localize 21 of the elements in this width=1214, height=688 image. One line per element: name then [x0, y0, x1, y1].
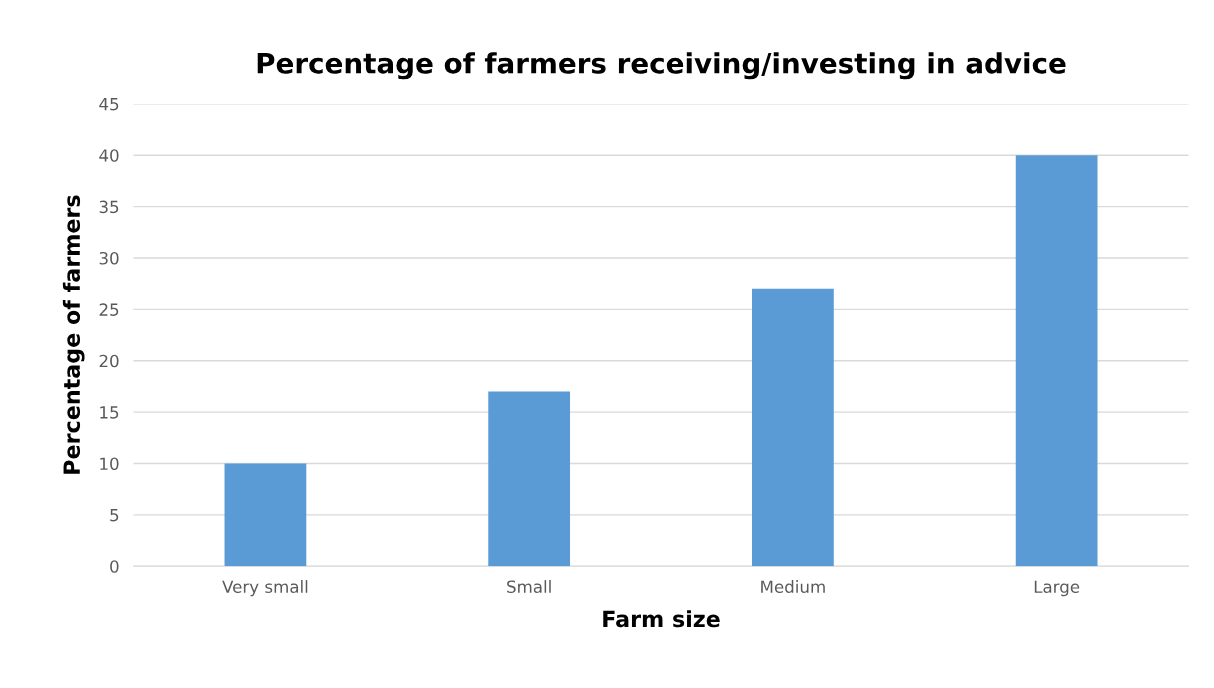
chart-title: Percentage of farmers receiving/investing in advice: [257, 52, 1066, 80]
y-tick-label: 10: [100, 457, 119, 471]
bar: [1015, 155, 1098, 567]
x-tick-label: Large: [1034, 580, 1080, 597]
x-tick-label: Very small: [222, 580, 308, 597]
bar: [488, 391, 571, 567]
y-tick-label: 40: [99, 149, 119, 162]
y-tick-label: 20: [99, 354, 119, 368]
y-tick-label: 35: [99, 200, 119, 214]
y-tick-label: 45: [99, 98, 119, 111]
x-tick-label: Medium: [761, 580, 825, 594]
x-tick-label: Small: [507, 580, 551, 594]
bar: [224, 463, 307, 567]
y-tick-label: 0: [110, 560, 119, 573]
x-axis-title: Farm size: [603, 610, 720, 628]
y-tick-label: 15: [100, 406, 119, 419]
y-tick-label: 25: [99, 303, 119, 316]
bar: [752, 288, 834, 567]
y-tick-label: 30: [99, 251, 119, 265]
y-tick-label: 5: [110, 509, 119, 522]
y-axis-title: Percentage of farmers: [62, 195, 85, 474]
